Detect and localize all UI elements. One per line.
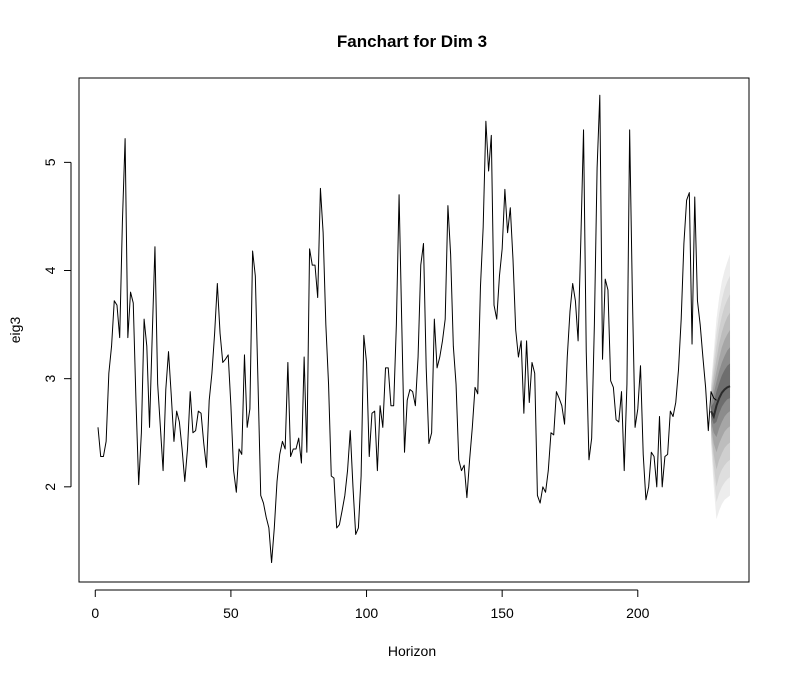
y-tick-label: 4 bbox=[42, 266, 58, 274]
y-axis-label: eig3 bbox=[7, 317, 23, 344]
x-tick-label: 0 bbox=[91, 605, 99, 621]
x-tick-label: 100 bbox=[355, 605, 379, 621]
fan-median-line bbox=[710, 385, 731, 420]
x-tick-label: 150 bbox=[490, 605, 514, 621]
x-tick-label: 50 bbox=[223, 605, 239, 621]
fan-region bbox=[710, 254, 731, 520]
y-axis: 2 3 4 5 bbox=[42, 158, 72, 491]
y-tick-label: 5 bbox=[42, 158, 58, 166]
x-axis-label: Horizon bbox=[388, 643, 436, 659]
series-line-1 bbox=[97, 94, 717, 564]
chart-title: Fanchart for Dim 3 bbox=[337, 32, 487, 51]
y-tick-label: 3 bbox=[42, 375, 58, 383]
x-tick-label: 200 bbox=[626, 605, 650, 621]
series-layer bbox=[97, 94, 717, 564]
y-tick-label: 2 bbox=[42, 483, 58, 491]
x-axis: 0 50 100 150 200 bbox=[91, 589, 650, 621]
plot-frame bbox=[78, 77, 750, 583]
